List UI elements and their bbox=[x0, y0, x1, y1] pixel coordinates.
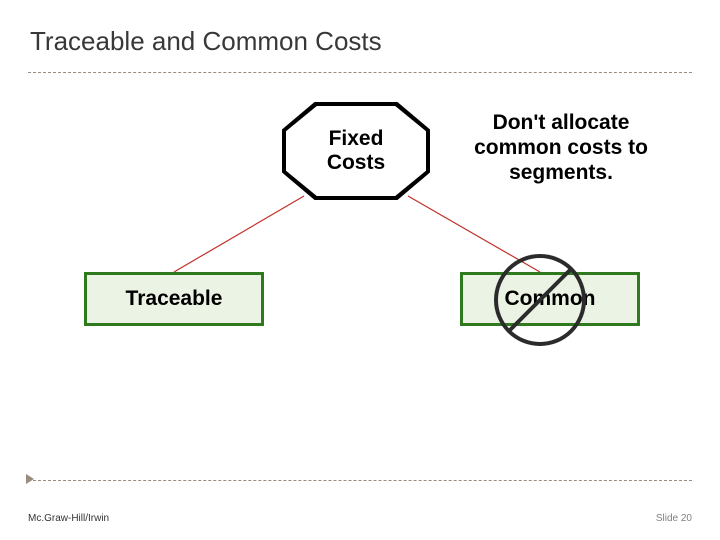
callout-text: Don't allocate common costs to segments. bbox=[446, 110, 676, 186]
fixed-costs-node: FixedCosts bbox=[286, 106, 426, 196]
fixed-costs-label: FixedCosts bbox=[327, 127, 385, 175]
traceable-box: Traceable bbox=[84, 272, 264, 326]
slide: Traceable and Common Costs FixedCosts Do… bbox=[0, 0, 720, 540]
edge-fixed-to-traceable bbox=[174, 196, 304, 272]
divider-arrow bbox=[26, 474, 34, 484]
connector-lines bbox=[0, 0, 720, 540]
traceable-label: Traceable bbox=[126, 287, 223, 311]
divider-bottom bbox=[28, 480, 692, 481]
page-title: Traceable and Common Costs bbox=[30, 26, 382, 57]
footer-publisher: Mc.Graw-Hill/Irwin bbox=[28, 513, 109, 524]
common-box: Common bbox=[460, 272, 640, 326]
common-label: Common bbox=[505, 287, 596, 311]
divider-top bbox=[28, 72, 692, 73]
footer-slide-number: Slide 20 bbox=[656, 513, 692, 524]
edge-fixed-to-common bbox=[408, 196, 540, 272]
